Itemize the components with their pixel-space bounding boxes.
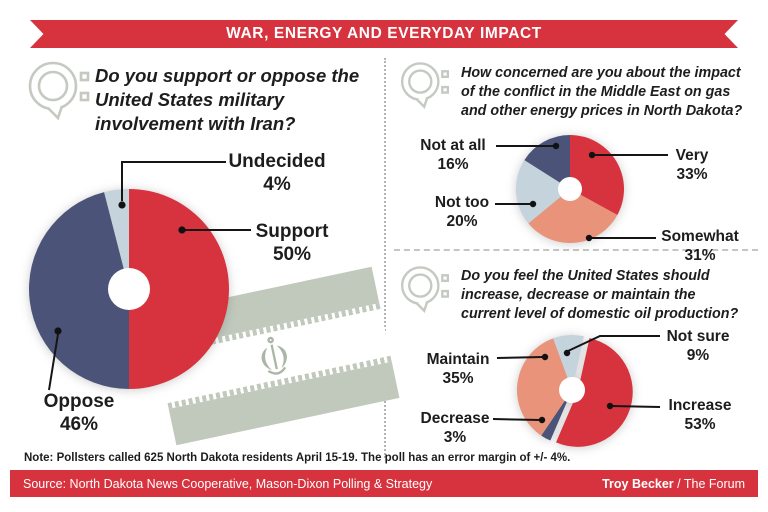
slice-label-undecided: Undecided 4% (228, 151, 326, 195)
iran-emblem-icon (261, 336, 287, 375)
question-gas-prices: How concerned are you about the impact o… (461, 65, 743, 119)
pie-chart-oil-production (517, 335, 633, 447)
question-iran: Do you support or oppose the United Stat… (95, 65, 360, 134)
source-bar: Source: North Dakota News Cooperative, M… (10, 470, 758, 497)
vertical-divider (384, 58, 386, 458)
question-oil-production: Do you feel the United States should inc… (461, 268, 739, 322)
source-text: Source: North Dakota News Cooperative, M… (23, 476, 433, 491)
slice-label-not-sure: Not sure 9% (666, 328, 730, 364)
horizontal-divider (394, 249, 758, 251)
iran-flag-graphic (148, 266, 400, 446)
pie-chart-iran (29, 189, 229, 389)
slice-label-support: Support 50% (255, 221, 329, 265)
slice-label-maintain: Maintain 35% (426, 351, 490, 387)
slice-label-not-too: Not too 20% (434, 194, 490, 230)
page-title: WAR, ENERGY AND EVERYDAY IMPACT (226, 25, 542, 42)
slice-label-somewhat: Somewhat 31% (661, 228, 739, 264)
slice-label-increase: Increase 53% (668, 397, 732, 433)
question-icon (28, 61, 90, 121)
slice-label-oppose: Oppose 46% (43, 391, 115, 435)
question-icon (400, 266, 450, 313)
slice-label-decrease: Decrease 3% (420, 410, 490, 446)
pie-chart-gas-prices (516, 135, 624, 243)
slice-label-very: Very 33% (675, 147, 709, 183)
methodology-note: Note: Pollsters called 625 North Dakota … (24, 452, 571, 464)
question-icon (400, 62, 450, 109)
credit-text: Troy Becker / The Forum (602, 476, 745, 491)
title-ribbon: WAR, ENERGY AND EVERYDAY IMPACT (30, 20, 738, 48)
slice-label-not-at-all: Not at all 16% (420, 137, 486, 173)
